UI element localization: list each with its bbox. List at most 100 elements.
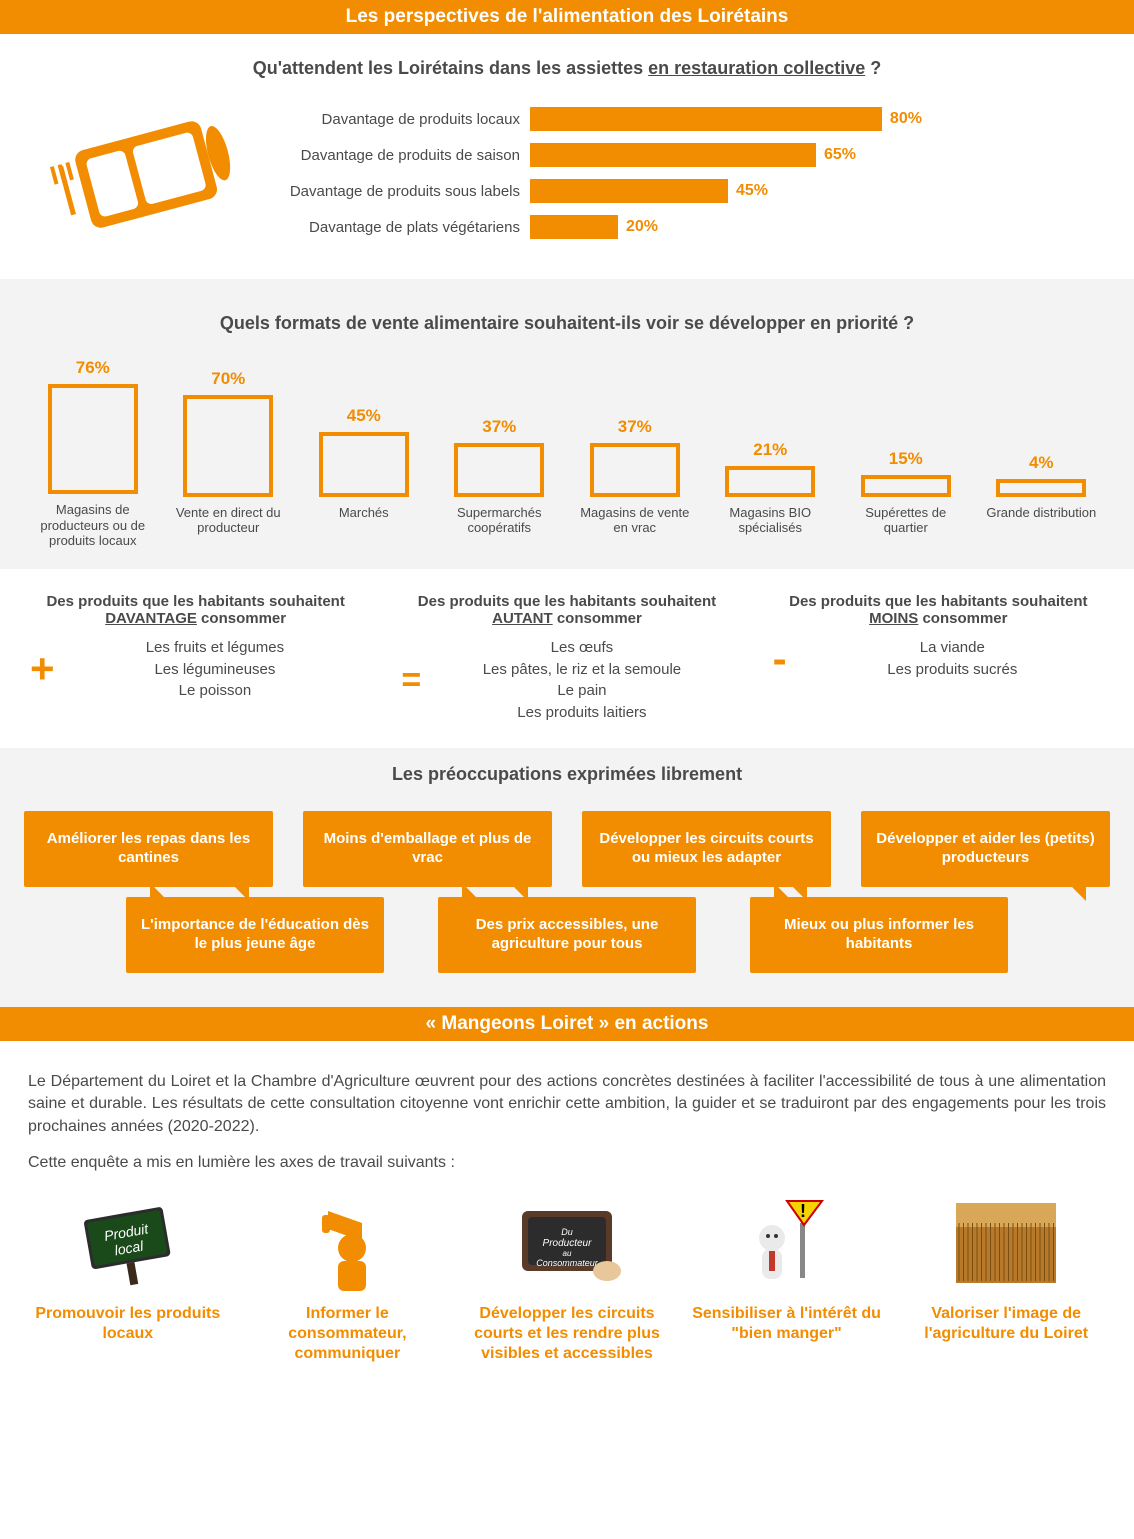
hbar-pct: 20%	[626, 218, 658, 236]
concern-bubble: Moins d'emballage et plus de vrac	[303, 811, 552, 887]
format-outline	[48, 384, 138, 494]
s3-item: Les pâtes, le riz et la semoule	[431, 659, 732, 681]
s3-less: Des produits que les habitants souhaiten…	[773, 593, 1104, 724]
s3-more-tsuf: consommer	[197, 610, 286, 627]
s3-item: Les produits sucrés	[801, 659, 1104, 681]
banner-actions: « Mangeons Loiret » en actions	[0, 1007, 1134, 1041]
format-label: Vente en direct du producteur	[166, 505, 292, 549]
concern-bubble: Développer et aider les (petits) product…	[861, 811, 1110, 887]
format-label: Supermarchés coopératifs	[437, 505, 563, 549]
action-item: Informer le consommateur, communiquer	[248, 1188, 448, 1364]
format-label: Magasins de producteurs ou de produits l…	[30, 502, 156, 549]
chalkboard-sign-icon: Produitlocal	[28, 1188, 228, 1298]
hbar-label: Davantage de produits de saison	[260, 147, 530, 164]
format-pct: 37%	[618, 417, 652, 437]
hbar-fill	[530, 179, 728, 203]
action-label: Promouvoir les produits locaux	[28, 1304, 228, 1344]
hbar-fill	[530, 107, 882, 131]
chalkboard-hand-icon: DuProducteurauConsommateur	[467, 1188, 667, 1298]
action-item: ! Sensibiliser à l'intérêt du "bien mange…	[687, 1188, 887, 1364]
s3-same-tsuf: consommer	[553, 610, 642, 627]
format-pct: 70%	[211, 369, 245, 389]
s5-actions: Produitlocal Promouvoir les produits loca…	[28, 1188, 1106, 1364]
hbar-fill	[530, 215, 618, 239]
format-label: Grande distribution	[986, 505, 1096, 549]
format-outline	[319, 432, 409, 497]
format-outline	[725, 466, 815, 496]
format-outline	[454, 443, 544, 497]
s3-item: Les fruits et légumes	[69, 637, 362, 659]
megaphone-person-icon	[248, 1188, 448, 1298]
s3-same-tpre: Des produits que les habitants souhaiten…	[418, 593, 716, 610]
hbar-track: 20%	[530, 215, 1094, 239]
format-pct: 37%	[482, 417, 516, 437]
s1-q-underline: en restauration collective	[648, 58, 865, 78]
format-pct: 4%	[1029, 453, 1054, 473]
s3-less-tsuf: consommer	[918, 610, 1007, 627]
hbar-label: Davantage de produits locaux	[260, 111, 530, 128]
s4-row-2: L'importance de l'éducation dès le plus …	[24, 897, 1110, 973]
hbar-row: Davantage de produits sous labels45%	[260, 179, 1094, 203]
s4-row-1: Améliorer les repas dans les cantinesMoi…	[24, 811, 1110, 887]
hbar-pct: 65%	[824, 146, 856, 164]
svg-text:!: !	[800, 1201, 806, 1221]
warning-figure-icon: !	[687, 1188, 887, 1298]
plus-icon: +	[30, 648, 55, 690]
format-pct: 76%	[76, 358, 110, 378]
format-box: 15%Supérettes de quartier	[843, 449, 969, 549]
lunch-tray-icon	[40, 96, 240, 251]
minus-icon: -	[773, 638, 787, 680]
action-label: Sensibiliser à l'intérêt du "bien manger…	[687, 1304, 887, 1344]
hbar-track: 80%	[530, 107, 1094, 131]
s2-question: Quels formats de vente alimentaire souha…	[20, 289, 1114, 350]
format-box: 4% Grande distribution	[979, 453, 1105, 549]
format-label: Magasins de vente en vrac	[572, 505, 698, 549]
hbar-pct: 80%	[890, 110, 922, 128]
hbar-track: 65%	[530, 143, 1094, 167]
format-box: 45% Marchés	[301, 406, 427, 549]
format-label: Marchés	[339, 505, 389, 549]
s3-same: Des produits que les habitants souhaiten…	[401, 593, 732, 724]
s3-item: Les légumineuses	[69, 659, 362, 681]
s3-item: Les œufs	[431, 637, 732, 659]
action-label: Informer le consommateur, communiquer	[248, 1304, 448, 1364]
format-pct: 45%	[347, 406, 381, 426]
action-item: Produitlocal Promouvoir les produits loca…	[28, 1188, 228, 1364]
svg-text:Du: Du	[561, 1227, 573, 1237]
hbar-track: 45%	[530, 179, 1094, 203]
s3-same-list: Les œufsLes pâtes, le riz et la semouleL…	[431, 637, 732, 724]
wheat-field-icon	[906, 1188, 1106, 1298]
format-outline	[183, 395, 273, 496]
action-label: Développer les circuits courts et les re…	[467, 1304, 667, 1364]
format-box: 37% Magasins de vente en vrac	[572, 417, 698, 549]
svg-text:au: au	[563, 1249, 572, 1258]
concern-bubble: L'importance de l'éducation dès le plus …	[126, 897, 384, 973]
s3-more: Des produits que les habitants souhaiten…	[30, 593, 361, 724]
format-outline	[861, 475, 951, 497]
s1-q-suffix: ?	[865, 58, 881, 78]
format-outline	[996, 479, 1086, 497]
format-outline	[590, 443, 680, 497]
action-item: DuProducteurauConsommateurDévelopper les…	[467, 1188, 667, 1364]
format-pct: 21%	[753, 440, 787, 460]
s1-bar-chart: Davantage de produits locaux 80% Davantage…	[260, 95, 1094, 251]
s1-question: Qu'attendent les Loirétains dans les ass…	[0, 34, 1134, 95]
s4-title: Les préoccupations exprimées librement	[24, 760, 1110, 801]
s3-item: Les produits laitiers	[431, 702, 732, 724]
format-label: Magasins BIO spécialisés	[708, 505, 834, 549]
s3-consumption: Des produits que les habitants souhaiten…	[0, 569, 1134, 748]
format-box: 21% Magasins BIO spécialisés	[708, 440, 834, 548]
format-box: 37% Supermarchés coopératifs	[437, 417, 563, 549]
action-label: Valoriser l'image de l'agriculture du Lo…	[906, 1304, 1106, 1344]
s3-less-tword: MOINS	[869, 610, 918, 627]
s5-para-2: Cette enquête a mis en lumière les axes …	[28, 1152, 1106, 1174]
s3-more-list: Les fruits et légumesLes légumineusesLe …	[69, 637, 362, 702]
concern-bubble: Développer les circuits courts ou mieux …	[582, 811, 831, 887]
s3-more-tword: DAVANTAGE	[105, 610, 197, 627]
s3-item: Le pain	[431, 680, 732, 702]
s3-item: Le poisson	[69, 680, 362, 702]
format-pct: 15%	[889, 449, 923, 469]
svg-text:Producteur: Producteur	[543, 1238, 593, 1249]
s3-less-tpre: Des produits que les habitants souhaiten…	[789, 593, 1087, 610]
s5-para-1: Le Département du Loiret et la Chambre d…	[28, 1071, 1106, 1138]
